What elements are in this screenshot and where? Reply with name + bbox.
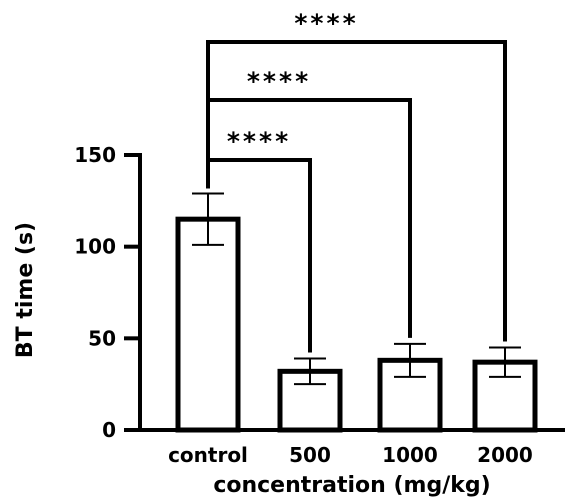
y-tick-label: 100 <box>74 235 116 259</box>
x-axis-title: concentration (mg/kg) <box>213 473 490 498</box>
significance-label: **** <box>227 127 291 156</box>
significance-label: **** <box>247 67 311 96</box>
significance-bracket-2000: **** <box>206 9 507 342</box>
error-bar-control <box>192 192 224 246</box>
y-tick-label: 50 <box>88 326 116 350</box>
bar-control <box>175 216 241 433</box>
y-axis-title: BT time (s) <box>13 222 38 358</box>
error-bar-1000 <box>394 342 426 378</box>
axes-layer: control 500 1000 2000 0 50 100 150 <box>74 143 565 467</box>
x-tick-label: 1000 <box>382 443 438 467</box>
bars-layer <box>175 216 538 433</box>
y-tick-label: 150 <box>74 143 116 167</box>
significance-label: **** <box>294 9 358 38</box>
error-bars-layer <box>192 192 521 386</box>
error-bar-500 <box>294 357 326 386</box>
x-tick-label: control <box>168 443 248 467</box>
y-tick-label: 0 <box>102 418 116 442</box>
significance-bracket-500: **** <box>206 127 312 353</box>
x-tick-label: 500 <box>289 443 331 467</box>
significance-bracket-1000: **** <box>206 67 412 338</box>
error-bar-2000 <box>489 346 521 378</box>
x-tick-label: 2000 <box>477 443 533 467</box>
significance-layer: **** **** **** <box>206 9 507 353</box>
